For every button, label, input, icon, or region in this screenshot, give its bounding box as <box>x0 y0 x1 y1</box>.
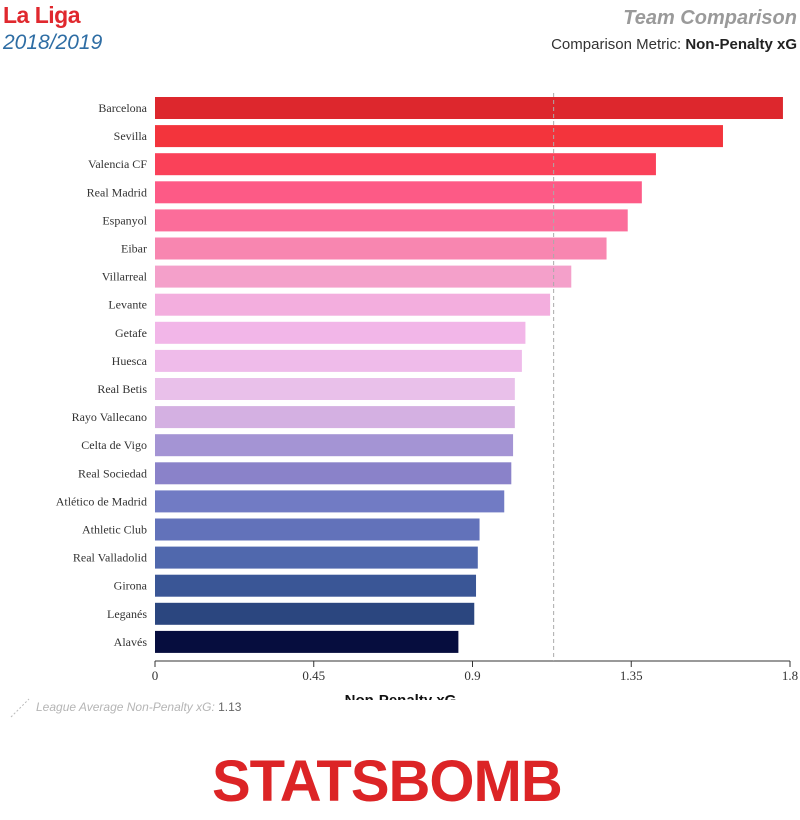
team-label: Getafe <box>115 326 147 340</box>
team-label: Huesca <box>112 354 148 368</box>
bar <box>155 349 522 372</box>
league-average-note: League Average Non-Penalty xG: 1.13 <box>10 698 241 718</box>
bar <box>155 434 514 457</box>
bar <box>155 125 723 148</box>
team-label: Girona <box>114 579 148 593</box>
team-label: Real Sociedad <box>78 466 147 480</box>
bar <box>155 490 505 513</box>
comparison-metric: Comparison Metric: Non-Penalty xG <box>551 36 797 53</box>
bar <box>155 181 642 204</box>
bar <box>155 574 477 597</box>
bar <box>155 378 515 400</box>
team-label: Valencia CF <box>88 157 147 171</box>
bar <box>155 265 572 288</box>
team-label: Real Betis <box>97 382 147 396</box>
team-label: Eibar <box>121 242 147 256</box>
bar <box>155 97 783 119</box>
team-label: Leganés <box>107 607 147 621</box>
team-label: Barcelona <box>98 101 147 115</box>
statsbomb-logo: STATSBOMB <box>212 740 592 820</box>
team-label: Sevilla <box>114 129 148 143</box>
team-labels-group: Barcelona Sevilla Valencia CF Real Madrid Es… <box>56 101 148 649</box>
team-label: Espanyol <box>102 213 147 227</box>
team-label: Alavés <box>114 635 148 649</box>
metric-prefix: Comparison Metric: <box>551 36 682 53</box>
chart-title: Team Comparison <box>623 7 797 29</box>
season-label: 2018/2019 <box>3 31 103 54</box>
brand-wordmark: STATSBOMB <box>212 749 563 814</box>
bar <box>155 153 656 176</box>
x-tick-label: 0 <box>152 668 159 683</box>
x-tick-label: 0.9 <box>464 668 480 683</box>
bar <box>155 630 459 653</box>
team-label: Levante <box>108 298 147 312</box>
x-ticks-group: 0 0.45 0.9 1.35 1.8 <box>152 661 798 683</box>
team-label: Celta de Vigo <box>81 438 147 452</box>
bar <box>155 293 551 316</box>
x-axis-label: Non-Penalty xG <box>345 692 457 700</box>
team-label: Real Valladolid <box>73 551 147 565</box>
team-label: Athletic Club <box>82 523 147 537</box>
bars-group <box>155 97 783 653</box>
team-label: Rayo Vallecano <box>72 410 147 424</box>
average-value: 1.13 <box>218 700 242 715</box>
metric-name: Non-Penalty xG <box>685 36 797 53</box>
bar <box>155 602 475 625</box>
x-tick-label: 0.45 <box>302 668 325 683</box>
bar <box>155 237 607 260</box>
bar <box>155 321 526 344</box>
bar-chart: Barcelona Sevilla Valencia CF Real Madrid Es… <box>56 93 798 700</box>
team-label: Atlético de Madrid <box>56 494 147 508</box>
team-label: Villarreal <box>102 270 148 284</box>
bar <box>155 406 515 429</box>
team-label: Real Madrid <box>87 185 147 199</box>
bar <box>155 462 512 485</box>
average-line-swatch <box>10 698 30 718</box>
league-title: La Liga <box>3 2 81 28</box>
bar <box>155 209 628 232</box>
x-tick-label: 1.8 <box>782 668 798 683</box>
bar <box>155 518 480 541</box>
bar <box>155 546 478 569</box>
average-label: League Average Non-Penalty xG: <box>36 700 215 715</box>
x-tick-label: 1.35 <box>620 668 643 683</box>
